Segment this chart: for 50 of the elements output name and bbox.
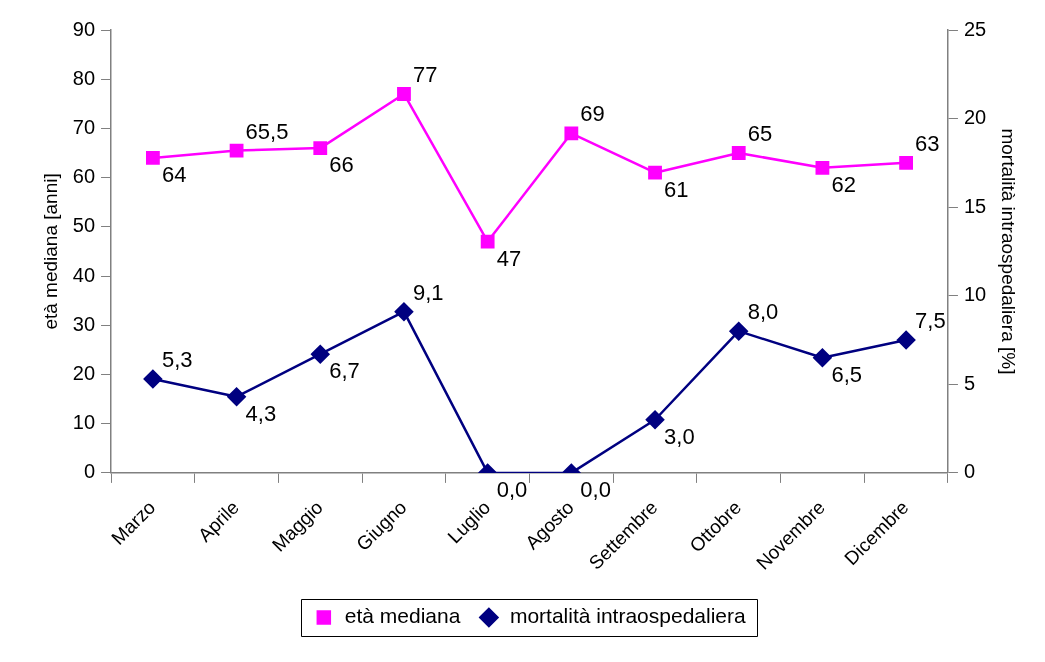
point (313, 141, 328, 156)
data-label: 64 (161, 162, 187, 188)
point (229, 143, 244, 158)
y-axis-title: età mediana [anni] (39, 173, 61, 330)
point (480, 234, 495, 249)
y2-tick-label: 5 (963, 371, 976, 394)
point (731, 146, 746, 160)
point (899, 155, 914, 170)
data-label: 63 (915, 130, 940, 156)
point (648, 165, 662, 180)
y-tick-label: 0 (83, 460, 96, 483)
point (564, 126, 579, 141)
y-tick-label: 50 (72, 214, 96, 237)
data-label: 47 (496, 245, 522, 271)
point (815, 160, 830, 175)
data-label: 77 (412, 62, 438, 88)
data-label: 7,5 (915, 308, 946, 334)
data-label: 4,3 (245, 400, 277, 426)
y-tick-label: 40 (72, 263, 96, 286)
y-tick-label: 90 (72, 17, 96, 40)
data-label: 0,0 (580, 476, 611, 502)
y-tick-label: 30 (72, 312, 96, 335)
y-tick-label: 80 (72, 66, 96, 89)
data-label: 61 (664, 176, 689, 202)
y-tick-label: 10 (72, 411, 96, 434)
point (145, 151, 160, 165)
data-label: 65 (747, 121, 773, 147)
data-label: 6,7 (329, 358, 360, 384)
y2-tick-label: 0 (963, 460, 976, 483)
legend-label: età mediana (344, 604, 461, 628)
data-label: 62 (831, 171, 856, 197)
y2-tick-label: 15 (963, 194, 987, 217)
legend-label: mortalità intraospedaliera (509, 604, 747, 628)
data-label: 8,0 (747, 299, 779, 325)
data-label: 6,5 (831, 361, 863, 387)
y-tick-label: 20 (72, 361, 96, 384)
y2-tick-label: 20 (963, 106, 987, 129)
data-label: 65,5 (245, 118, 289, 144)
y2-tick-label: 25 (963, 17, 987, 40)
data-label: 9,1 (412, 279, 444, 305)
data-label: 3,0 (664, 423, 695, 449)
y2-tick-label: 10 (963, 283, 987, 306)
data-label: 0,0 (496, 476, 528, 502)
y2-axis-title: mortalità intraospedaliera [%] (998, 128, 1020, 375)
data-label: 69 (580, 101, 605, 127)
point (397, 87, 411, 101)
y-tick-label: 60 (72, 165, 96, 188)
y-tick-label: 70 (72, 115, 96, 138)
data-label: 5,3 (161, 347, 193, 373)
data-label: 66 (329, 152, 354, 178)
